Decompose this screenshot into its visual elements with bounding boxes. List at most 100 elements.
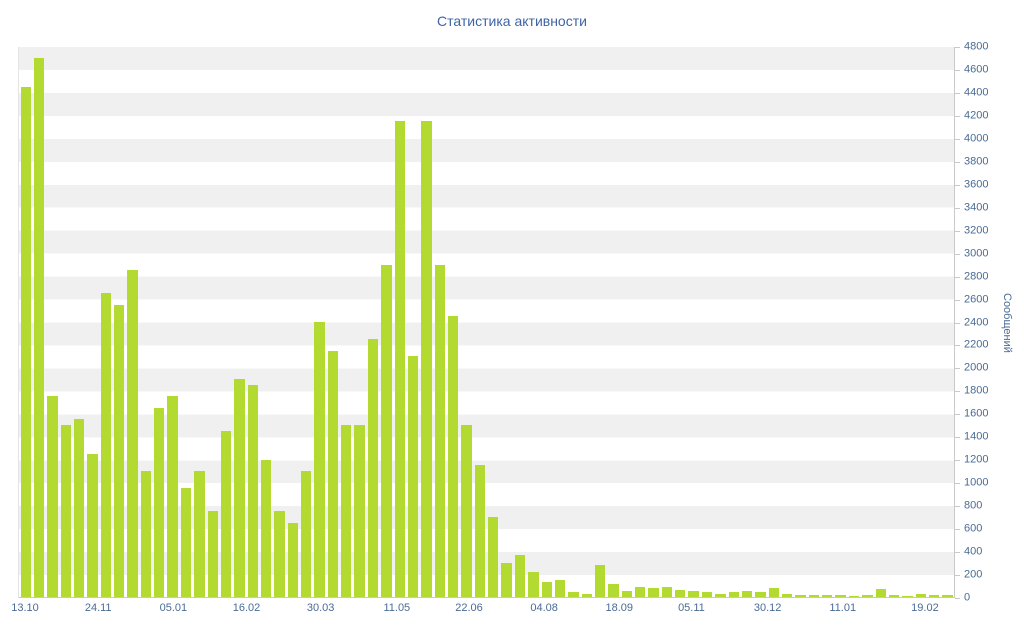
bar[interactable]	[488, 516, 499, 597]
bar[interactable]	[942, 595, 953, 597]
bar[interactable]	[648, 587, 659, 597]
bar[interactable]	[20, 87, 31, 597]
bar[interactable]	[554, 579, 566, 597]
y-axis: 0 200 400 600 800 1000 1200 1400 1600 1800 2000 220…	[955, 41, 1015, 603]
bar[interactable]	[220, 430, 232, 597]
y-tick-label: 800	[964, 499, 983, 512]
bar[interactable]	[180, 488, 192, 597]
tick-mark	[955, 322, 960, 324]
bar[interactable]	[862, 594, 873, 597]
tick-mark	[955, 92, 960, 94]
bar[interactable]	[274, 511, 285, 597]
bar[interactable]	[728, 592, 739, 597]
y-tick-label: 1200	[964, 453, 989, 466]
tick-mark	[955, 598, 960, 599]
x-axis-labels: 13.10 24.11 05.01 16.02 30.03 11.05 22.06 04.08…	[11, 602, 955, 616]
bar[interactable]	[661, 586, 673, 597]
bar[interactable]	[608, 583, 619, 597]
bar[interactable]	[73, 419, 85, 597]
bar[interactable]	[367, 339, 379, 597]
bar[interactable]	[781, 593, 793, 597]
y-tick-label: 1400	[964, 430, 989, 443]
bar[interactable]	[888, 595, 900, 597]
bar[interactable]	[501, 562, 512, 597]
bar[interactable]	[87, 453, 98, 597]
bar[interactable]	[635, 586, 646, 597]
y-tick-label: 4000	[964, 132, 989, 145]
bar[interactable]	[701, 592, 713, 597]
tick-mark	[955, 437, 960, 439]
bar[interactable]	[568, 592, 579, 597]
bar[interactable]	[621, 590, 633, 597]
y-tick-label: 3200	[964, 224, 989, 237]
bar[interactable]	[114, 304, 125, 597]
bar[interactable]	[808, 594, 820, 597]
bar[interactable]	[581, 593, 592, 597]
tick-mark	[955, 460, 960, 462]
bar[interactable]	[741, 591, 753, 597]
bar[interactable]	[407, 356, 419, 597]
bar[interactable]	[47, 396, 58, 597]
tick-mark	[955, 276, 960, 278]
bar[interactable]	[461, 425, 472, 597]
bar[interactable]	[528, 572, 539, 597]
x-tick-label: 11.05	[383, 602, 411, 614]
bar[interactable]	[448, 316, 459, 597]
bar[interactable]	[154, 407, 165, 597]
bar[interactable]	[795, 594, 806, 597]
tick-mark	[955, 253, 960, 255]
bar[interactable]	[314, 322, 325, 597]
bar[interactable]	[768, 587, 779, 597]
tick-mark	[955, 69, 960, 71]
tick-mark	[955, 184, 960, 186]
bar[interactable]	[875, 588, 886, 597]
tick-mark	[955, 299, 960, 301]
x-tick-label: 05.01	[159, 602, 188, 614]
bar[interactable]	[394, 121, 405, 597]
bar[interactable]	[127, 270, 138, 597]
bar[interactable]	[247, 385, 258, 597]
y-tick-label: 3400	[964, 201, 989, 214]
bar[interactable]	[341, 425, 352, 597]
x-tick-label: 30.03	[306, 602, 335, 614]
tick-mark	[955, 414, 960, 416]
bar[interactable]	[327, 350, 339, 597]
bar[interactable]	[434, 264, 445, 597]
bar[interactable]	[915, 594, 926, 597]
bar[interactable]	[354, 425, 365, 597]
bar[interactable]	[755, 592, 766, 597]
bar[interactable]	[928, 594, 940, 597]
bar[interactable]	[421, 121, 432, 597]
bar[interactable]	[33, 58, 45, 597]
bar[interactable]	[848, 595, 860, 597]
bar[interactable]	[675, 590, 686, 597]
bar[interactable]	[381, 264, 392, 597]
bar[interactable]	[688, 591, 699, 597]
y-tick-label: 4800	[964, 40, 989, 53]
bar[interactable]	[167, 396, 178, 597]
bar[interactable]	[301, 470, 312, 597]
tick-mark	[955, 207, 960, 209]
bar[interactable]	[207, 511, 218, 597]
bar[interactable]	[715, 593, 726, 597]
bar[interactable]	[100, 293, 112, 597]
bar[interactable]	[194, 470, 205, 597]
bar[interactable]	[835, 594, 846, 597]
bar[interactable]	[514, 554, 526, 597]
y-tick-label: 1000	[964, 476, 989, 489]
bar[interactable]	[594, 564, 606, 597]
bar[interactable]	[822, 594, 833, 597]
x-tick-label: 19.02	[911, 602, 939, 614]
x-tick-label: 16.02	[232, 602, 261, 614]
tick-mark	[955, 552, 960, 554]
bar[interactable]	[287, 522, 299, 597]
x-tick-label: 13.10	[11, 602, 39, 614]
bar[interactable]	[60, 425, 71, 597]
bar[interactable]	[474, 465, 486, 597]
bar[interactable]	[541, 582, 552, 597]
x-tick-label: 24.11	[84, 602, 112, 614]
bar[interactable]	[260, 459, 272, 597]
bar[interactable]	[234, 379, 245, 597]
bar[interactable]	[140, 470, 152, 597]
bar[interactable]	[902, 595, 913, 597]
